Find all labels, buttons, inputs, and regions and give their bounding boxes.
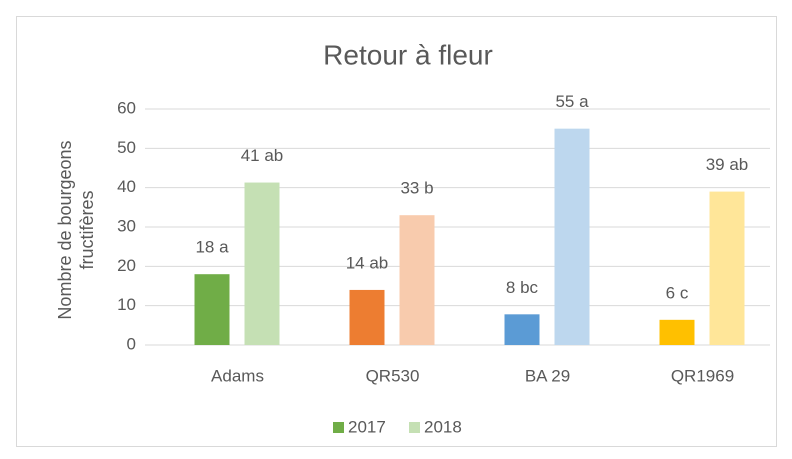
x-tick-label: Adams (211, 366, 264, 385)
y-tick-label: 60 (117, 98, 136, 117)
chart-border (16, 16, 777, 447)
legend-label: 2017 (348, 417, 386, 436)
data-label: 18 a (195, 238, 229, 257)
legend-swatch (333, 422, 344, 433)
legend-label: 2018 (424, 417, 462, 436)
y-tick-label: 20 (117, 256, 136, 275)
legend-swatch (409, 422, 420, 433)
y-tick-label: 40 (117, 177, 136, 196)
data-label: 8 bc (506, 278, 539, 297)
bar (709, 191, 745, 345)
bar (399, 215, 435, 345)
y-tick-label: 0 (127, 334, 136, 353)
chart-title: Retour à fleur (323, 39, 493, 70)
bar (349, 289, 385, 345)
y-axis-title: Nombre de bourgeons fructifères (55, 140, 97, 320)
data-label: 39 ab (706, 155, 749, 174)
x-tick-label: QR1969 (671, 366, 734, 385)
bar (659, 319, 695, 345)
y-tick-label: 10 (117, 295, 136, 314)
x-tick-label: QR530 (366, 366, 420, 385)
data-label: 33 b (400, 179, 433, 198)
data-label: 6 c (666, 283, 689, 302)
data-label: 55 a (555, 92, 589, 111)
y-tick-label: 50 (117, 138, 136, 157)
y-tick-label: 30 (117, 216, 136, 235)
bar (244, 182, 280, 345)
data-label: 14 ab (346, 253, 389, 272)
data-label: 41 ab (241, 146, 284, 165)
bar (504, 314, 540, 345)
bar (554, 128, 590, 345)
bar (194, 274, 230, 345)
x-tick-label: BA 29 (525, 366, 570, 385)
